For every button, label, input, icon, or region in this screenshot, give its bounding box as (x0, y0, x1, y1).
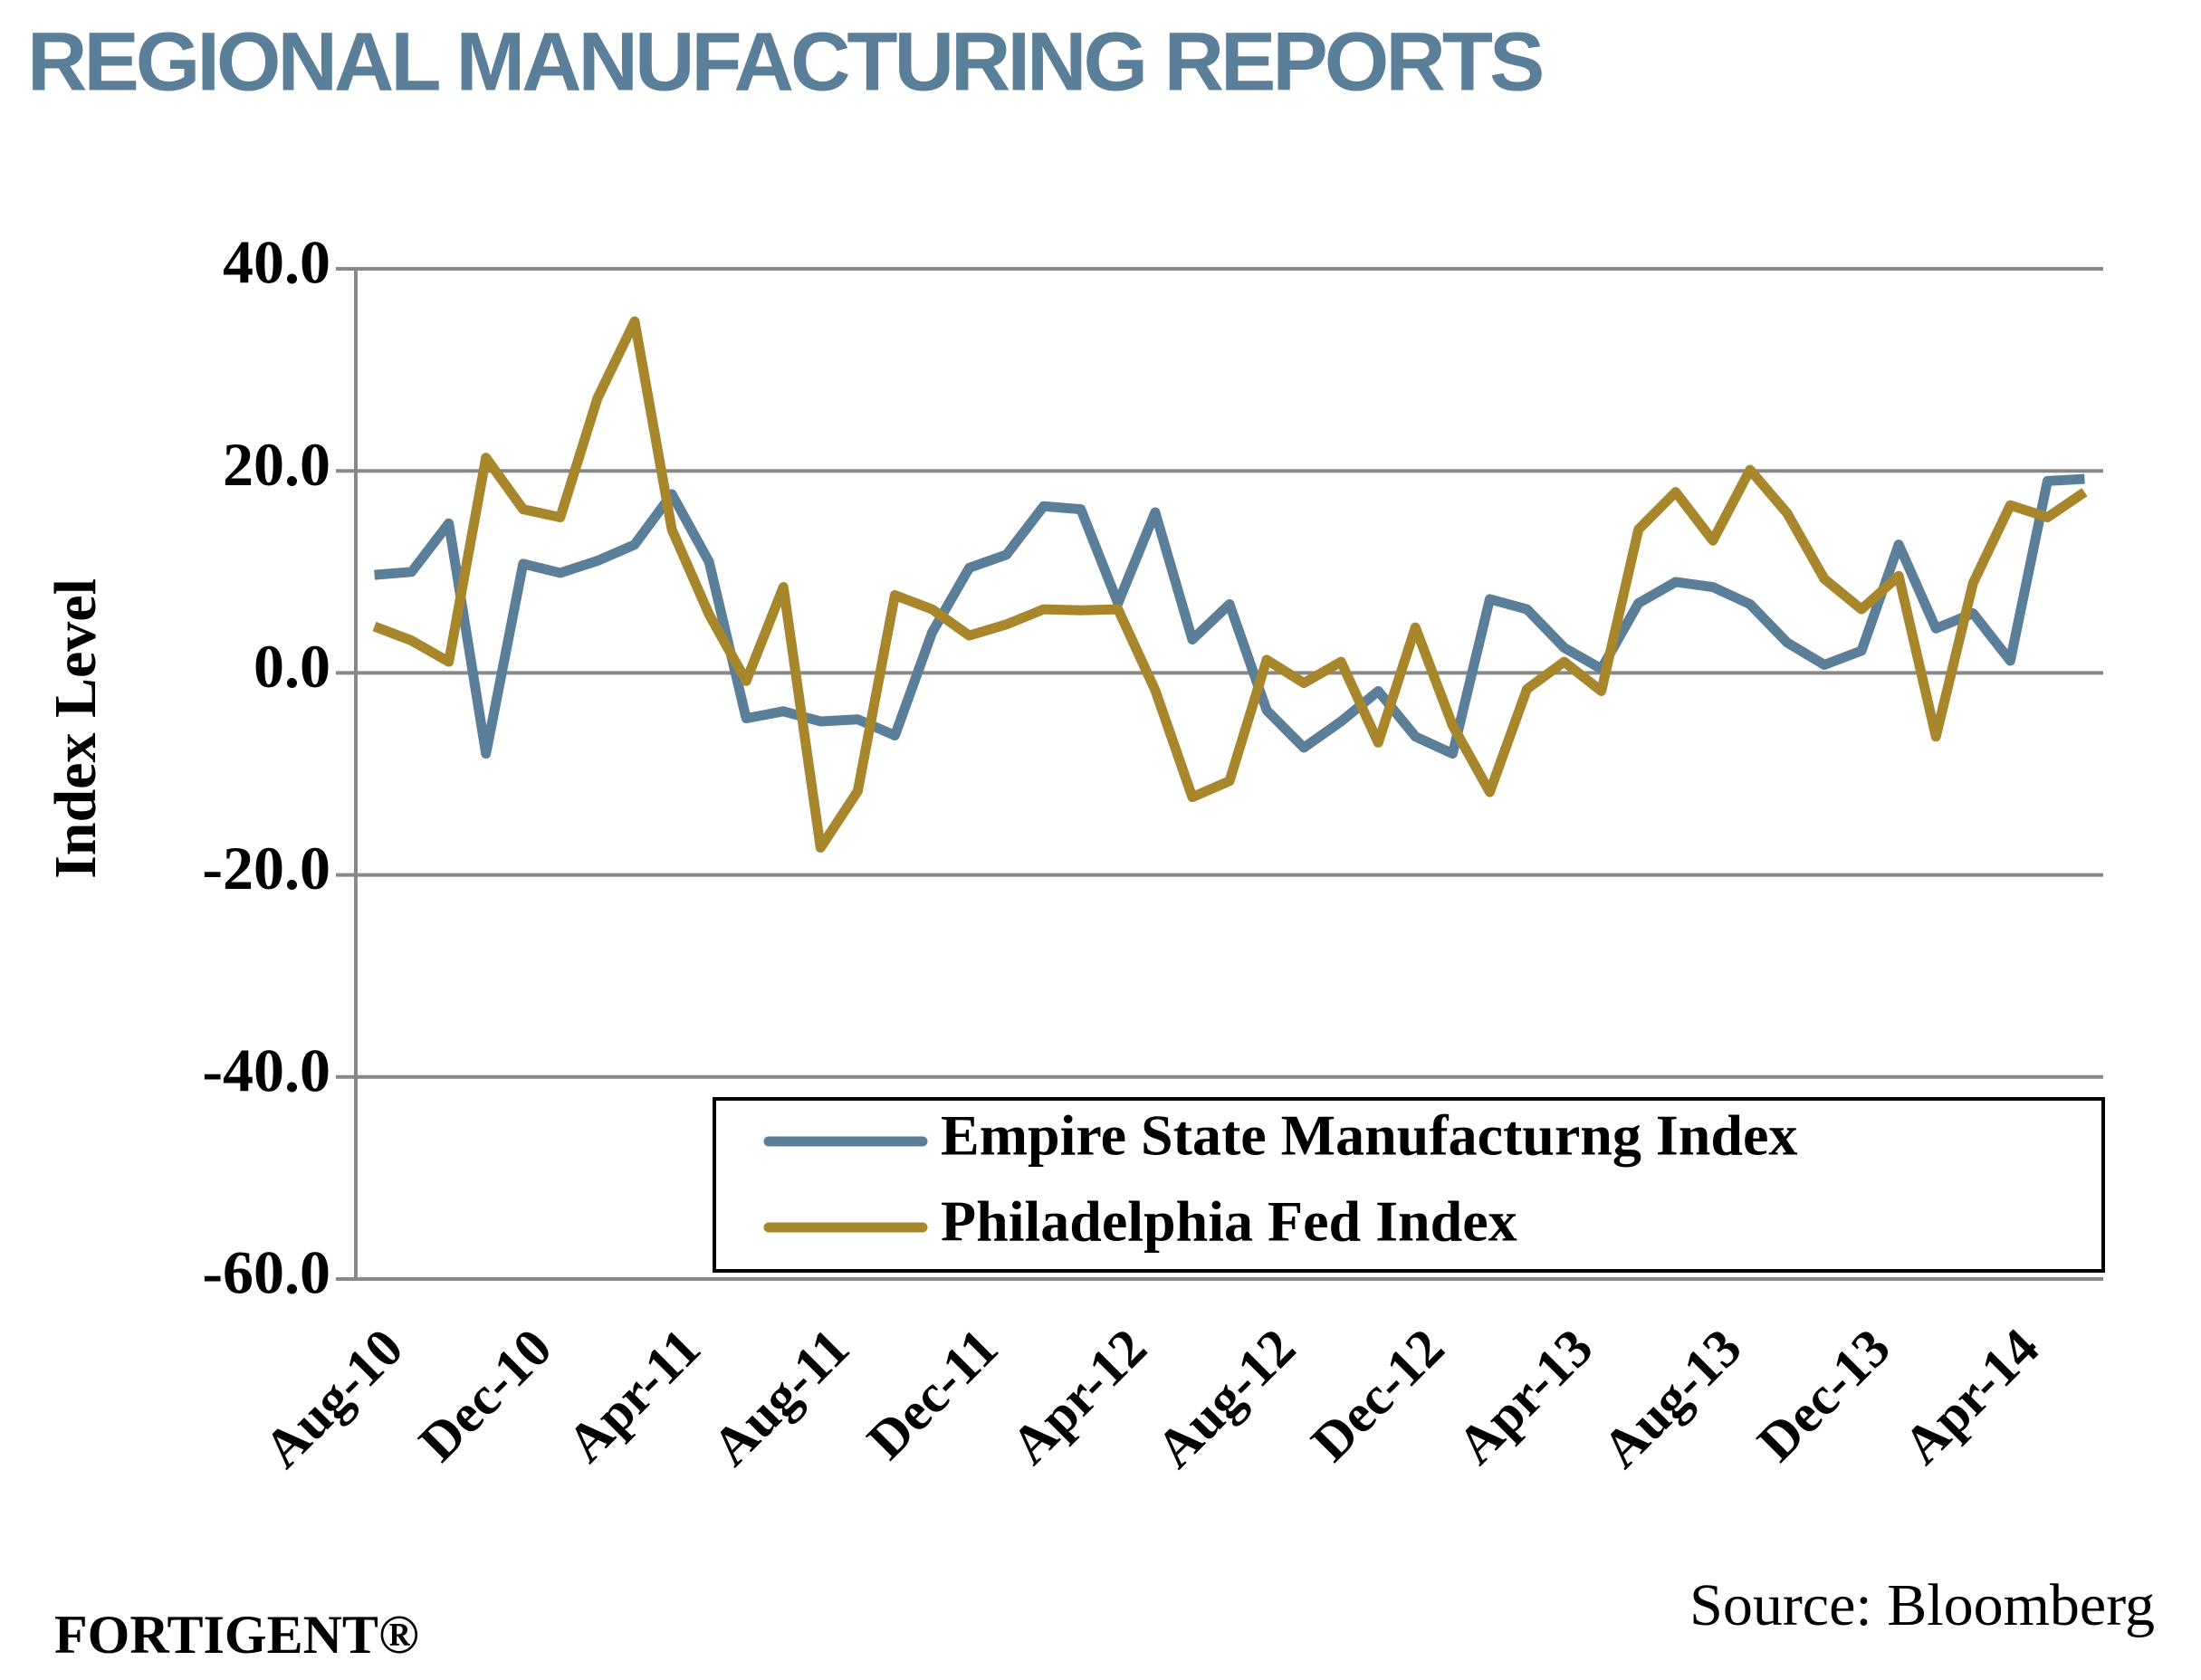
y-tick-label: 40.0 (223, 228, 330, 297)
legend-box (713, 1097, 2105, 1273)
y-tick-label: -40.0 (202, 1036, 330, 1104)
y-tick-label: 0.0 (254, 632, 330, 701)
page-title: REGIONAL MANUFACTURING REPORTS (27, 15, 1542, 108)
y-tick-label: -60.0 (202, 1238, 330, 1307)
source: Source: Bloomberg (1689, 1572, 2155, 1638)
y-tick-label: 20.0 (223, 430, 330, 499)
legend-label: Empire State Manufacturng Index (941, 1103, 1797, 1168)
line-series (372, 316, 2088, 853)
brand: FORTIGENT® (54, 1605, 419, 1665)
line-series (374, 473, 2085, 759)
y-tick-label: -20.0 (202, 834, 330, 902)
legend-label: Philadelphia Fed Index (941, 1189, 1517, 1254)
y-axis-label: Index Level (43, 578, 109, 879)
